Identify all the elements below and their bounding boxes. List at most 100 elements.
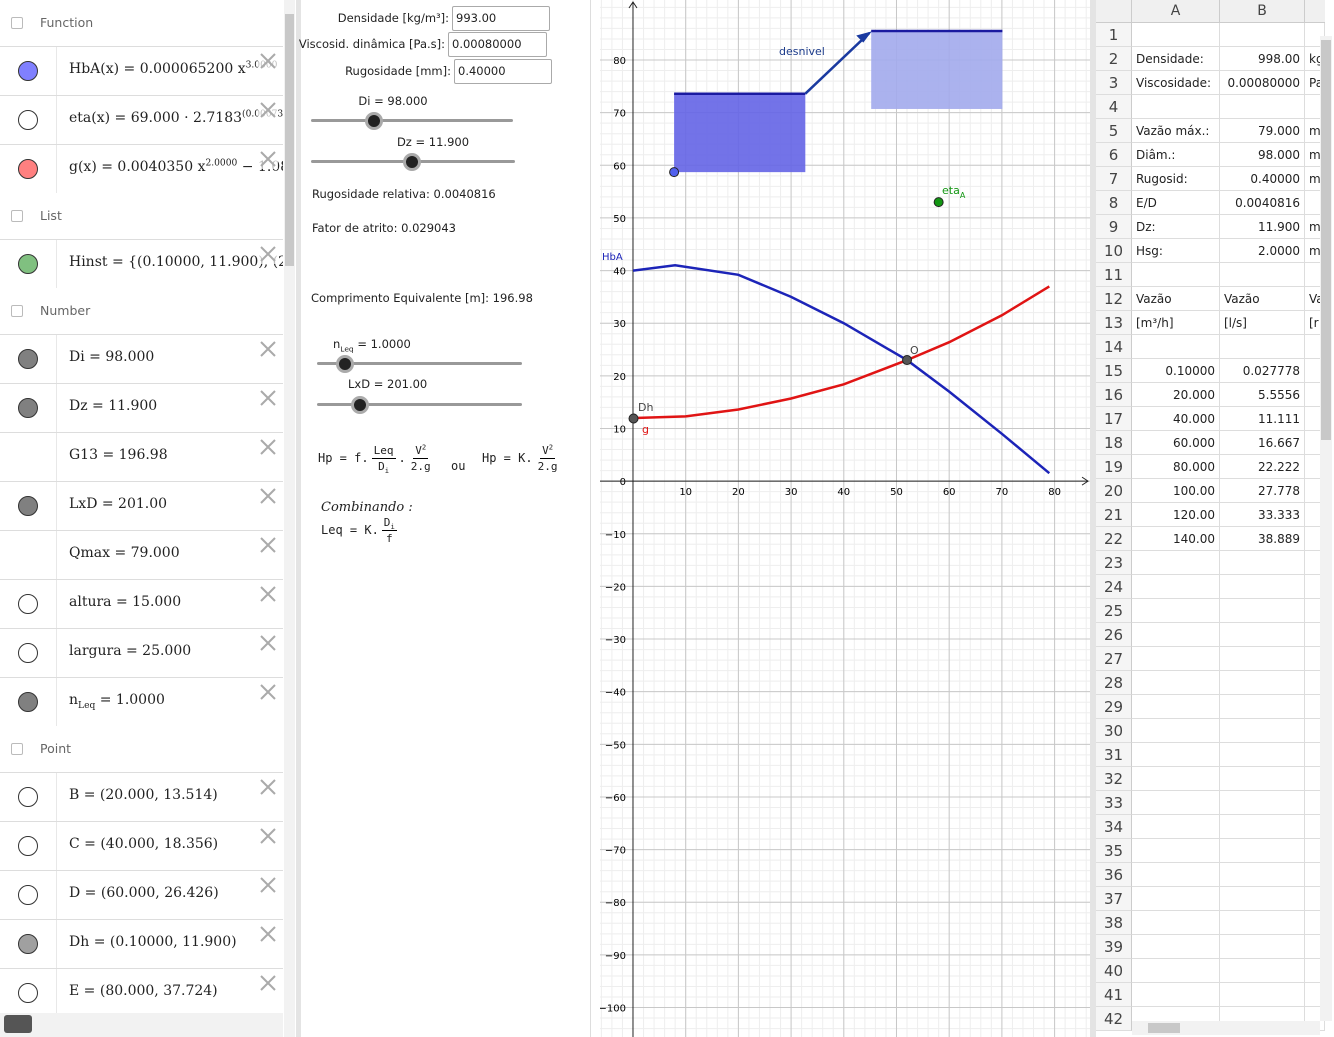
keyboard-button[interactable]	[4, 1015, 32, 1033]
row-header[interactable]: 9	[1096, 215, 1132, 239]
slider-knob[interactable]	[336, 355, 354, 373]
cell[interactable]	[1132, 935, 1220, 959]
cell[interactable]	[1220, 359, 1305, 383]
visibility-toggle[interactable]	[18, 787, 38, 807]
cell[interactable]	[1132, 47, 1220, 71]
cell[interactable]	[1220, 767, 1305, 791]
visibility-toggle[interactable]	[18, 885, 38, 905]
row-header[interactable]: 18	[1096, 431, 1132, 455]
visibility-toggle[interactable]	[18, 983, 38, 1003]
cell[interactable]	[1132, 695, 1220, 719]
row-header[interactable]: 23	[1096, 551, 1132, 575]
delete-button[interactable]	[258, 339, 278, 359]
cell[interactable]	[1220, 527, 1305, 551]
row-header[interactable]: 24	[1096, 575, 1132, 599]
delete-button[interactable]	[258, 973, 278, 993]
cell[interactable]	[1132, 407, 1220, 431]
delete-button[interactable]	[258, 777, 278, 797]
cell[interactable]	[1132, 983, 1220, 1007]
visibility-toggle[interactable]	[18, 254, 38, 274]
visibility-toggle[interactable]	[18, 349, 38, 369]
visibility-toggle[interactable]	[18, 159, 38, 179]
cell[interactable]	[1220, 647, 1305, 671]
cell[interactable]	[1220, 503, 1305, 527]
cell[interactable]	[1220, 431, 1305, 455]
cell[interactable]	[1220, 575, 1305, 599]
delete-button[interactable]	[258, 244, 278, 264]
row-header[interactable]: 1	[1096, 23, 1132, 47]
slider-knob[interactable]	[351, 396, 369, 414]
delete-button[interactable]	[258, 437, 278, 457]
cell[interactable]	[1220, 167, 1305, 191]
row-header[interactable]: 30	[1096, 719, 1132, 743]
cell[interactable]	[1132, 143, 1220, 167]
row-header[interactable]: 4	[1096, 95, 1132, 119]
visibility-toggle[interactable]	[18, 496, 38, 516]
cell[interactable]	[1220, 671, 1305, 695]
row-header[interactable]: 14	[1096, 335, 1132, 359]
row-header[interactable]: 27	[1096, 647, 1132, 671]
cell[interactable]	[1132, 359, 1220, 383]
row-header[interactable]: 2	[1096, 47, 1132, 71]
row-header[interactable]: 12	[1096, 287, 1132, 311]
cell[interactable]	[1132, 95, 1220, 119]
row-header[interactable]: 7	[1096, 167, 1132, 191]
cell[interactable]	[1220, 215, 1305, 239]
cell[interactable]	[1132, 839, 1220, 863]
visibility-toggle[interactable]	[18, 643, 38, 663]
cell[interactable]	[1220, 191, 1305, 215]
input-box[interactable]: 993.00	[452, 6, 550, 31]
delete-button[interactable]	[258, 584, 278, 604]
input-box[interactable]: 0.40000	[454, 59, 552, 84]
cell[interactable]	[1132, 263, 1220, 287]
row-header[interactable]: 8	[1096, 191, 1132, 215]
row-header[interactable]: 35	[1096, 839, 1132, 863]
cell[interactable]	[1132, 527, 1220, 551]
cell[interactable]	[1220, 47, 1305, 71]
cell[interactable]	[1132, 191, 1220, 215]
algebra-scrollbar[interactable]	[284, 0, 295, 1037]
cell[interactable]	[1132, 743, 1220, 767]
scroll-thumb[interactable]	[285, 14, 294, 266]
cell[interactable]	[1132, 671, 1220, 695]
cell[interactable]	[1220, 143, 1305, 167]
cell[interactable]	[1132, 239, 1220, 263]
delete-button[interactable]	[258, 924, 278, 944]
row-header[interactable]: 13	[1096, 311, 1132, 335]
cell[interactable]	[1220, 695, 1305, 719]
visibility-toggle[interactable]	[18, 110, 38, 130]
cell[interactable]	[1220, 95, 1305, 119]
visibility-toggle[interactable]	[18, 692, 38, 712]
row-header[interactable]: 36	[1096, 863, 1132, 887]
visibility-toggle[interactable]	[18, 398, 38, 418]
cell[interactable]	[1220, 455, 1305, 479]
cell[interactable]	[1132, 647, 1220, 671]
cell[interactable]	[1132, 119, 1220, 143]
cell[interactable]	[1220, 23, 1305, 47]
cell[interactable]	[1220, 263, 1305, 287]
row-header[interactable]: 16	[1096, 383, 1132, 407]
cell[interactable]	[1220, 119, 1305, 143]
cell[interactable]	[1220, 887, 1305, 911]
cell[interactable]	[1220, 407, 1305, 431]
row-header[interactable]: 42	[1096, 1007, 1132, 1031]
cell[interactable]	[1220, 743, 1305, 767]
delete-button[interactable]	[258, 486, 278, 506]
collapse-toggle[interactable]	[11, 743, 23, 755]
cell[interactable]	[1220, 287, 1305, 311]
cell[interactable]	[1220, 479, 1305, 503]
cell[interactable]	[1220, 791, 1305, 815]
cell[interactable]	[1132, 623, 1220, 647]
delete-button[interactable]	[258, 388, 278, 408]
cell[interactable]	[1132, 431, 1220, 455]
cell[interactable]	[1132, 287, 1220, 311]
row-header[interactable]: 34	[1096, 815, 1132, 839]
collapse-toggle[interactable]	[11, 210, 23, 222]
delete-button[interactable]	[258, 633, 278, 653]
delete-button[interactable]	[258, 100, 278, 120]
cell[interactable]	[1220, 815, 1305, 839]
row-header[interactable]: 28	[1096, 671, 1132, 695]
cell[interactable]	[1132, 503, 1220, 527]
row-header[interactable]: 6	[1096, 143, 1132, 167]
row-header[interactable]: 41	[1096, 983, 1132, 1007]
